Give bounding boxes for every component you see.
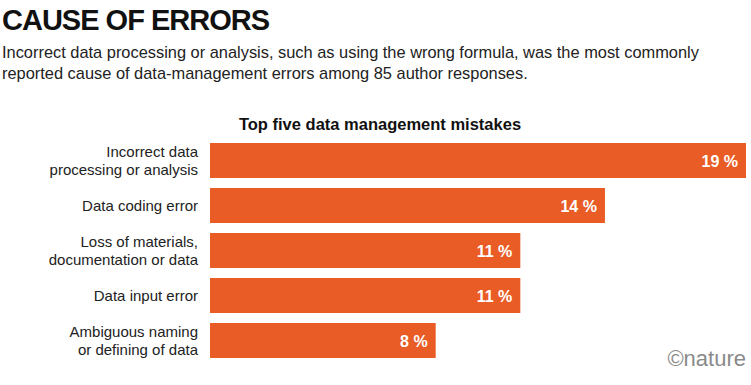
category-label: Loss of materials,documentation or data <box>49 233 199 268</box>
bar <box>210 233 520 268</box>
category-label-line: Data input error <box>94 287 198 304</box>
bar <box>210 323 436 358</box>
category-label: Incorrect dataprocessing or analysis <box>50 143 199 178</box>
bar <box>210 188 605 223</box>
labels: Incorrect dataprocessing or analysis 19 %… <box>49 143 738 358</box>
category-label-line: Ambiguous naming <box>70 323 198 340</box>
bar <box>210 278 520 313</box>
data-label: 8 % <box>400 333 428 350</box>
bar <box>210 143 746 178</box>
category-label-line: or defining of data <box>78 341 199 358</box>
bars <box>210 143 746 358</box>
subtitle: Incorrect data processing or analysis, s… <box>2 42 742 84</box>
category-label: Data input error <box>94 287 198 304</box>
source: ©nature <box>667 346 746 371</box>
data-label: 14 % <box>560 198 596 215</box>
category-label-line: processing or analysis <box>50 161 198 178</box>
category-label-line: Incorrect data <box>106 143 198 160</box>
data-label: 11 % <box>477 243 513 260</box>
category-label: Data coding error <box>82 197 198 214</box>
category-label: Ambiguous namingor defining of data <box>70 323 199 358</box>
plot-title: Top five data management mistakes <box>239 115 521 133</box>
data-label: 11 % <box>477 288 513 305</box>
category-label-line: Loss of materials, <box>80 233 198 250</box>
chart: Top five data management mistakes Incorre… <box>0 0 751 385</box>
category-label-line: Data coding error <box>82 197 198 214</box>
title: CAUSE OF ERRORS <box>2 2 269 38</box>
data-label: 19 % <box>702 153 738 170</box>
category-label-line: documentation or data <box>49 251 199 268</box>
